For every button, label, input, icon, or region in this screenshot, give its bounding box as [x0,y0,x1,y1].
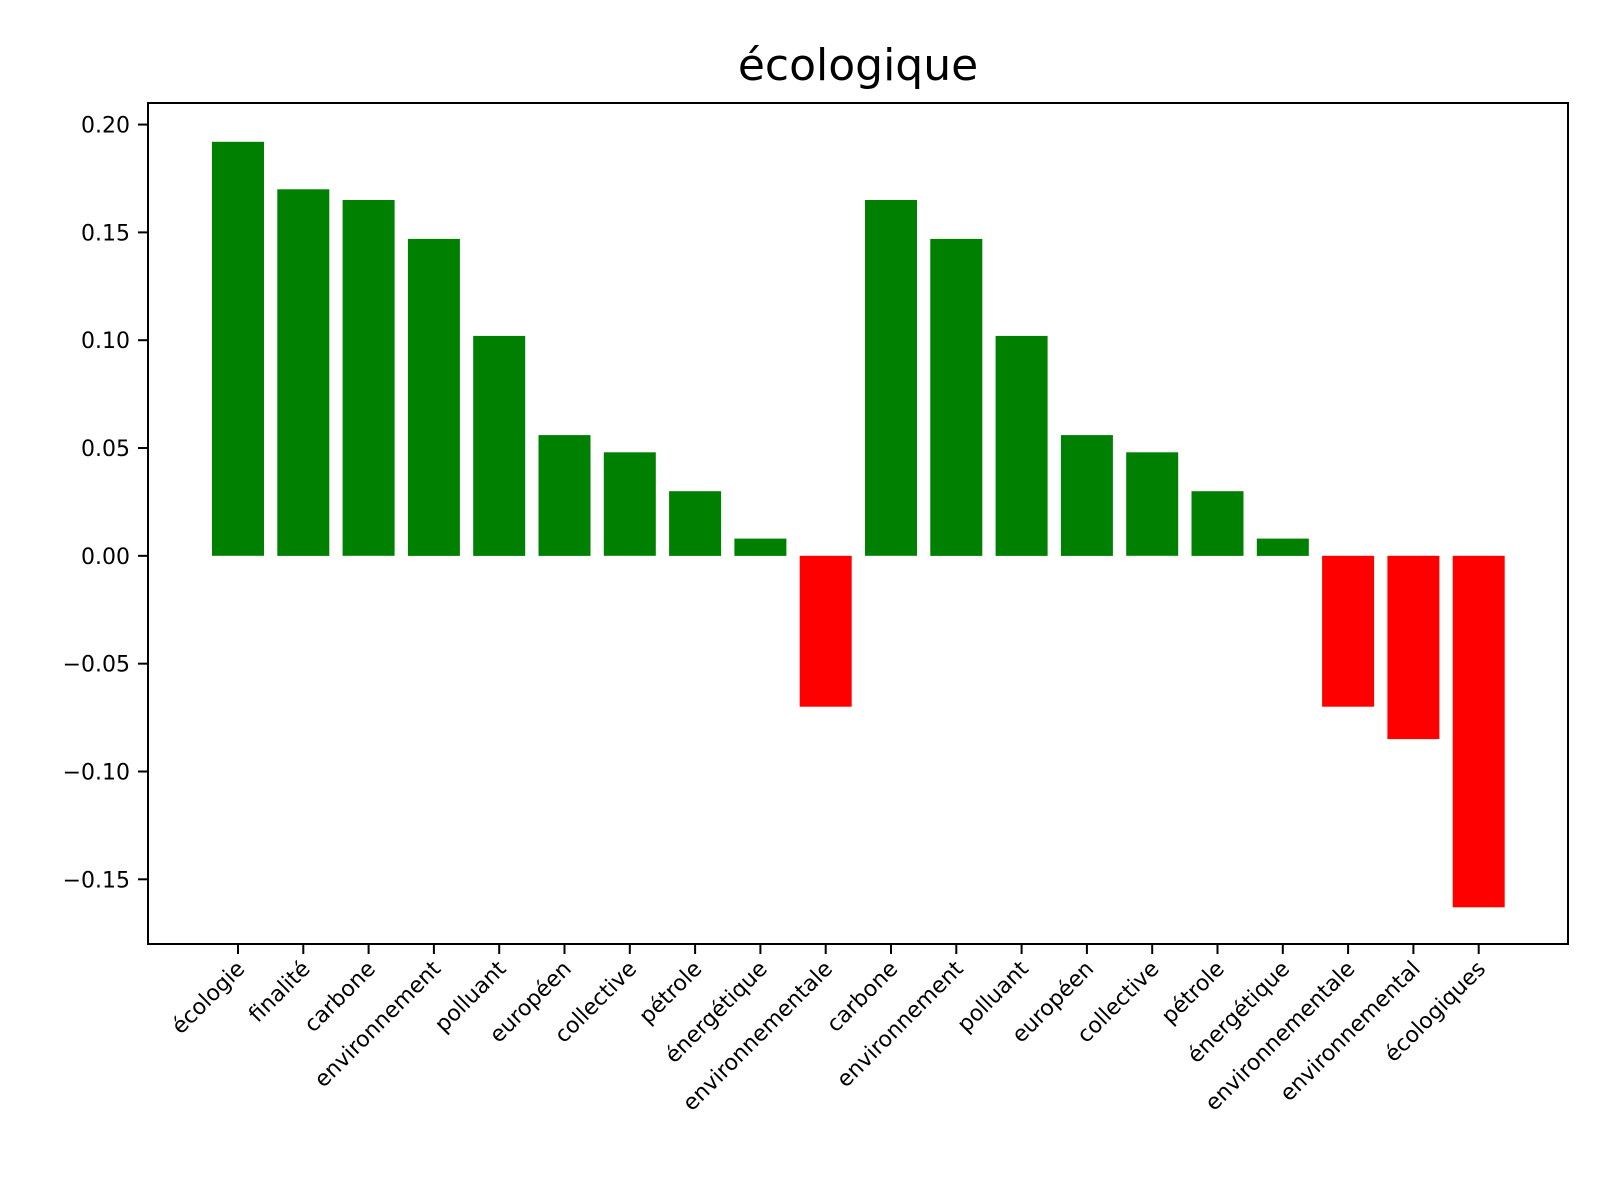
bar-16 [1191,491,1244,556]
y-tick-label: 0.10 [81,329,130,354]
bar-6 [538,435,591,556]
y-tick-label: −0.15 [63,868,130,893]
bar-7 [603,452,656,556]
bar-19 [1387,555,1440,740]
y-tick-label: 0.15 [81,221,130,246]
bar-9 [734,538,787,556]
y-tick-label: 0.00 [81,545,130,570]
chart-title: écologique [738,40,978,91]
bar-13 [995,335,1048,556]
bar-10 [799,555,852,707]
x-tick-label: écologie [167,957,250,1040]
y-tick-label: 0.05 [81,437,130,462]
bar-3 [342,200,395,556]
bar-12 [930,238,983,556]
y-tick-label: 0.20 [81,114,130,139]
bar-20 [1452,555,1505,908]
bar-14 [1060,435,1113,556]
y-axis: 0.20 0.15 0.10 0.05 0.00 −0.05 −0.10 −0.15 [63,114,148,893]
plot-frame [147,102,1569,945]
bar-8 [669,491,722,556]
bar-2 [277,189,330,556]
bar-1 [212,141,264,556]
y-tick-label: −0.05 [63,653,130,678]
bar-5 [473,335,526,556]
bar-18 [1322,555,1375,707]
bar-11 [865,200,917,556]
bar-15 [1126,452,1179,556]
y-tick-label: −0.10 [63,760,130,785]
bar-4 [407,238,460,556]
x-axis: écologiefinalitécarboneenvironnementpoll… [167,944,1491,1116]
bar-17 [1256,538,1309,556]
bars-group [212,141,1505,908]
